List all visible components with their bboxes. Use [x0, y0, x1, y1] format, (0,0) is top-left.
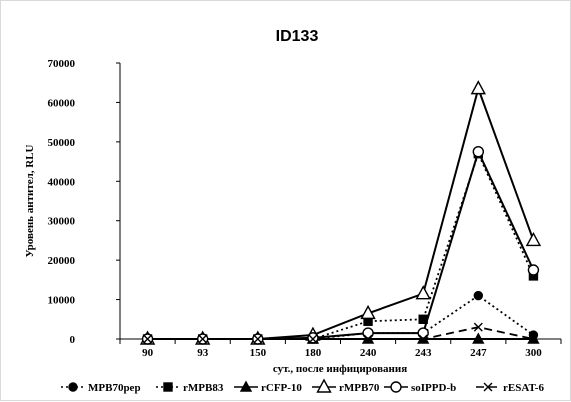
legend-label: rESAT-6	[503, 382, 544, 394]
series-line	[147, 148, 535, 340]
x-tick-label: 247	[470, 347, 487, 359]
data-point	[253, 334, 263, 344]
series-layer	[139, 80, 542, 345]
legend-item: MPB70pep	[61, 382, 141, 394]
y-tick-labels: 0 10000 20000 30000 40000 50000 60000 70000	[48, 58, 120, 346]
legend-item: rMPB70	[312, 378, 380, 394]
data-point	[415, 285, 431, 300]
legend-label: rMPB70	[339, 382, 380, 394]
x-tick-label: 240	[360, 347, 377, 359]
data-point	[307, 332, 319, 344]
y-tick-label: 20000	[48, 255, 76, 267]
series-markers-rESAT-6	[143, 322, 538, 344]
y-axis-label: Уровень антител, RLU	[24, 144, 36, 257]
series-line	[147, 151, 535, 340]
x-tick-label: 180	[305, 347, 322, 359]
legend-item: rESAT-6	[476, 382, 544, 394]
x-tick-label: 150	[250, 347, 267, 359]
series-soIPPD-b	[147, 148, 535, 340]
legend-label: soIPPD-b	[411, 382, 456, 394]
data-point	[363, 334, 373, 344]
data-point	[418, 334, 428, 344]
data-point	[418, 314, 428, 324]
legend-label: rMPB83	[183, 382, 224, 394]
legend-label: MPB70pep	[88, 382, 141, 394]
legend: MPB70pep rMPB83 rCFP-10 rMPB70 soIPPD-b rESAT…	[61, 378, 544, 394]
x-tick-labels: 90 93 150 180 240 243 247 300	[119, 339, 562, 359]
legend-item: rCFP-10	[234, 380, 302, 394]
y-tick-label: 30000	[48, 216, 76, 228]
x-tick-label: 243	[415, 347, 432, 359]
data-point	[528, 334, 538, 344]
legend-marker	[316, 378, 332, 393]
y-tick-label: 40000	[48, 176, 76, 188]
data-point	[143, 334, 153, 344]
data-point	[473, 290, 484, 301]
data-point	[473, 322, 483, 332]
y-tick-label: 0	[70, 334, 76, 346]
legend-label: rCFP-10	[261, 382, 302, 394]
y-tick-label: 50000	[48, 137, 76, 149]
x-tick-label: 93	[197, 347, 209, 359]
legend-marker	[483, 382, 493, 392]
series-line	[147, 294, 534, 340]
series-markers-soIPPD-b	[141, 146, 540, 345]
y-tick-label: 70000	[48, 58, 76, 70]
x-tick-label: 300	[525, 347, 542, 359]
series-markers-rMPB83	[142, 148, 539, 344]
series-rMPB83	[147, 151, 535, 340]
data-point	[525, 231, 542, 247]
x-tick-label: 90	[142, 347, 154, 359]
data-point	[470, 80, 486, 95]
data-point	[362, 327, 374, 339]
series-MPB70pep	[147, 294, 534, 340]
legend-marker	[163, 382, 173, 392]
legend-item: soIPPD-b	[384, 381, 456, 394]
legend-item: rMPB83	[156, 382, 224, 394]
x-axis-label: сут., после инфицирования	[273, 363, 407, 375]
data-point	[198, 334, 208, 344]
data-point	[527, 264, 540, 276]
y-tick-label: 60000	[48, 97, 76, 109]
series-line	[147, 85, 535, 340]
data-point	[308, 334, 318, 344]
data-point	[417, 327, 429, 339]
series-rMPB70	[147, 85, 535, 340]
series-markers-rMPB70	[139, 80, 542, 345]
chart-title: ID133	[276, 28, 319, 45]
y-tick-label: 10000	[48, 295, 76, 307]
data-point	[472, 146, 485, 158]
data-point	[472, 332, 485, 344]
legend-marker	[68, 382, 78, 392]
legend-marker	[239, 380, 253, 392]
legend-marker	[390, 381, 402, 393]
data-point	[360, 304, 376, 320]
